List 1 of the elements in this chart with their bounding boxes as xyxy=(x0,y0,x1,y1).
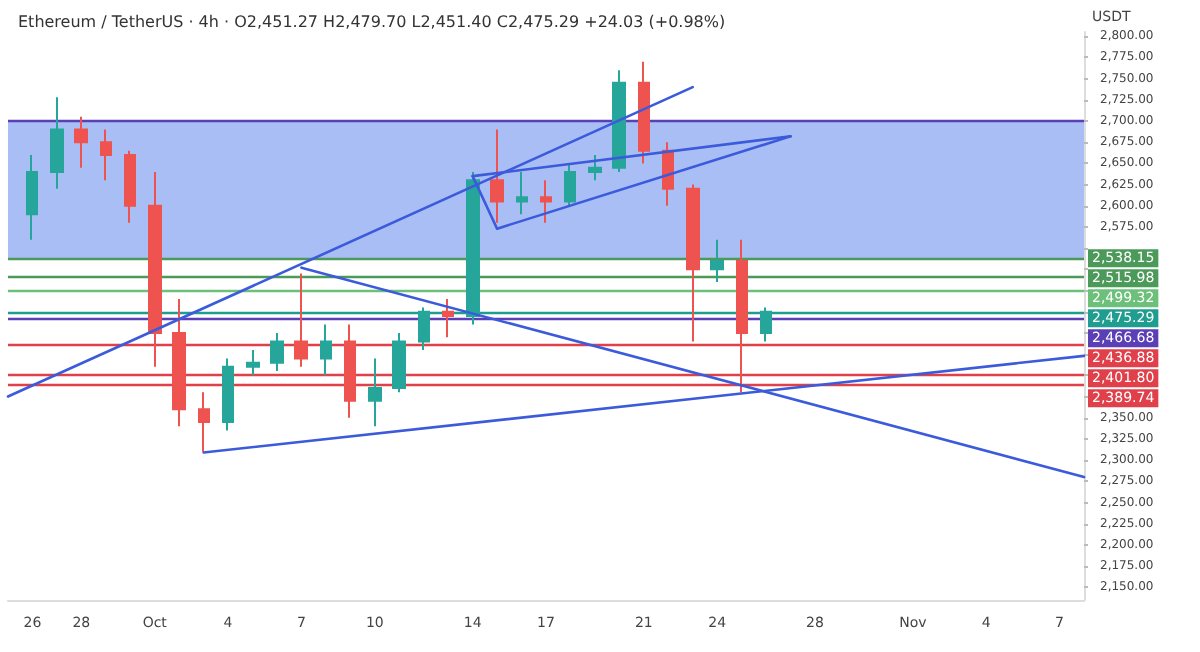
chart-title: Ethereum / TetherUS · 4h · O2,451.27 H2,479.70 L2,451.40 C2,475.29 +24.03 (+0.98%) xyxy=(18,13,726,31)
